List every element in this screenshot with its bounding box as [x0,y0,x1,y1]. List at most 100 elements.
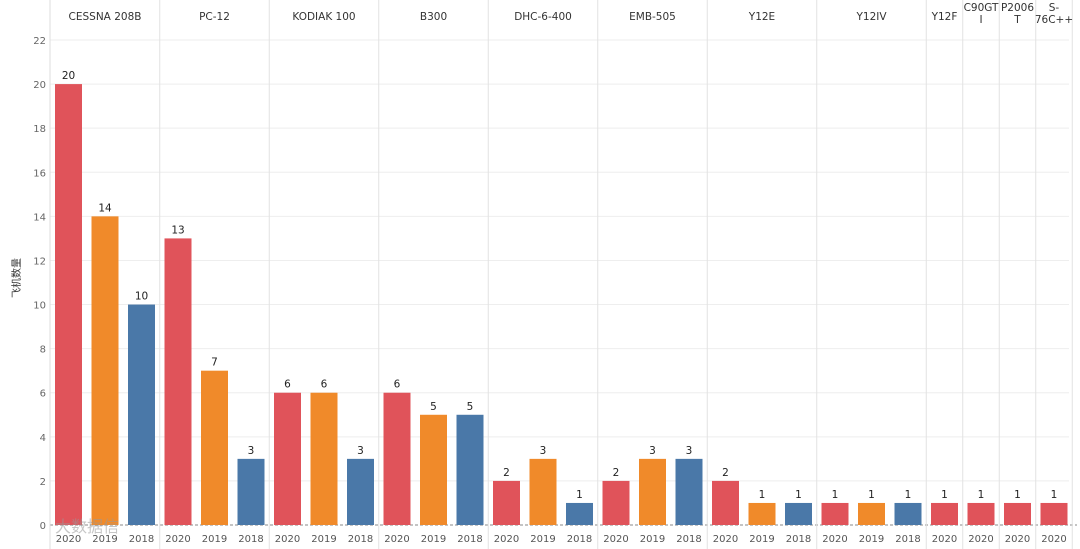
category-label: P2006 T [1001,2,1034,26]
x-tick-label: 2019 [640,534,665,545]
category-label: B300 [420,11,447,23]
bar-Y12IV-2019 [858,502,885,525]
bar-Y12IV-2020 [821,502,849,525]
bar-B300-2019 [420,414,447,525]
bar-CESSNA 208B-2020 [55,84,82,525]
bar-B300-2020 [383,392,411,525]
y-tick-label: 6 [40,389,46,400]
data-label: 1 [759,489,766,501]
bar-KODIAK 100-2018 [347,458,374,525]
bar-C90GTI-2020 [967,502,995,525]
bar-EMB-505-2018 [675,458,703,525]
data-label: 1 [978,489,985,501]
x-tick-label: 2020 [932,534,957,545]
bar-CESSNA 208B-2019 [91,216,119,525]
x-tick-label: 2020 [1041,534,1066,545]
data-label: 10 [135,291,148,303]
x-tick-label: 2018 [348,534,373,545]
x-tick-label: 2018 [676,534,701,545]
category-label: EMB-505 [629,11,676,23]
data-label: 1 [576,489,583,501]
data-label: 2 [613,467,620,479]
group-separators [159,0,1073,549]
data-label: 3 [649,445,656,457]
x-tick-label: 2018 [238,534,263,545]
x-tick-label: 2019 [530,534,555,545]
x-tick-label: 2018 [786,534,811,545]
category-headers: CESSNA 208B PC-12 KODIAK 100 B300 DHC-6-400 E… [69,2,1074,26]
category-label: Y12F [931,11,958,23]
data-label: 1 [1051,489,1058,501]
x-tick-label: 2020 [713,534,738,545]
category-label: Y12IV [855,11,887,23]
bar-PC-12-2018 [237,458,265,525]
y-axis: 0 2 4 6 8 10 12 14 16 18 20 22 [33,0,51,549]
x-tick-label: 2020 [275,534,300,545]
x-tick-label: 2018 [129,534,154,545]
data-label: 13 [171,224,184,236]
x-tick-label: 2020 [165,534,190,545]
bar-PC-12-2020 [164,238,192,525]
y-tick-label: 20 [33,80,46,91]
x-tick-label: 2019 [92,534,117,545]
data-label: 7 [211,357,218,369]
bar-Y12E-2018 [785,502,812,525]
category-label: DHC-6-400 [514,11,572,23]
x-tick-label: 2019 [749,534,774,545]
x-tick-label: 2020 [56,534,81,545]
x-tick-label: 2018 [567,534,592,545]
data-label: 1 [1014,489,1021,501]
x-tick-label: 2020 [603,534,628,545]
data-label: 1 [795,489,802,501]
bar-Y12F-2020 [931,502,958,525]
data-label: 5 [467,401,474,413]
category-label: S-76C++ [1035,2,1073,26]
y-axis-label: 飞机数量 [10,258,23,298]
data-label: 20 [62,70,75,82]
y-tick-label: 12 [33,256,46,267]
x-axis-year-labels: 2020 2019 2018 2020 2019 2018 2020 2019 2018 2020… [56,534,1067,545]
bar-DHC-6-400-2018 [566,502,593,525]
data-label: 6 [284,379,291,391]
category-label: Y12E [748,11,775,23]
x-tick-label: 2020 [494,534,519,545]
data-label: 2 [722,467,729,479]
x-tick-label: 2020 [822,534,847,545]
y-tick-label: 2 [40,477,46,488]
bar-S-76C++-2020 [1040,502,1068,525]
category-label: KODIAK 100 [292,11,355,23]
data-label: 2 [503,467,510,479]
data-label: 6 [321,379,328,391]
bar-PC-12-2019 [201,370,228,525]
y-tick-label: 0 [40,521,46,532]
category-label: PC-12 [199,11,230,23]
watermark-text: 大数据信 [55,517,119,536]
data-label: 3 [357,445,364,457]
bar-Y12E-2020 [712,480,739,525]
bar-KODIAK 100-2020 [274,392,301,525]
data-label: 6 [394,379,401,391]
y-tick-label: 8 [40,345,46,356]
bar-Y12E-2019 [748,502,776,525]
data-label: 3 [686,445,693,457]
bar-EMB-505-2020 [602,480,630,525]
x-tick-label: 2018 [457,534,482,545]
data-label: 1 [868,489,875,501]
x-tick-label: 2018 [895,534,920,545]
category-label: CESSNA 208B [69,11,142,23]
bar-KODIAK 100-2019 [310,392,338,525]
y-tick-label: 10 [33,301,46,312]
data-label: 3 [540,445,547,457]
data-label: 1 [832,489,839,501]
value-labels: 20 14 10 13 7 3 6 6 3 6 5 5 2 3 1 2 3 3 2 1 1 1 1 1 1 1 1 1 [62,70,1058,501]
y-tick-label: 16 [33,168,46,179]
y-tick-label: 14 [33,212,46,223]
bar-Y12IV-2018 [894,502,922,525]
x-tick-label: 2020 [1005,534,1030,545]
data-label: 14 [98,202,112,214]
x-tick-label: 2020 [384,534,409,545]
bar-CESSNA 208B-2018 [128,304,155,525]
y-tick-label: 18 [33,124,46,135]
bars [55,84,1068,525]
